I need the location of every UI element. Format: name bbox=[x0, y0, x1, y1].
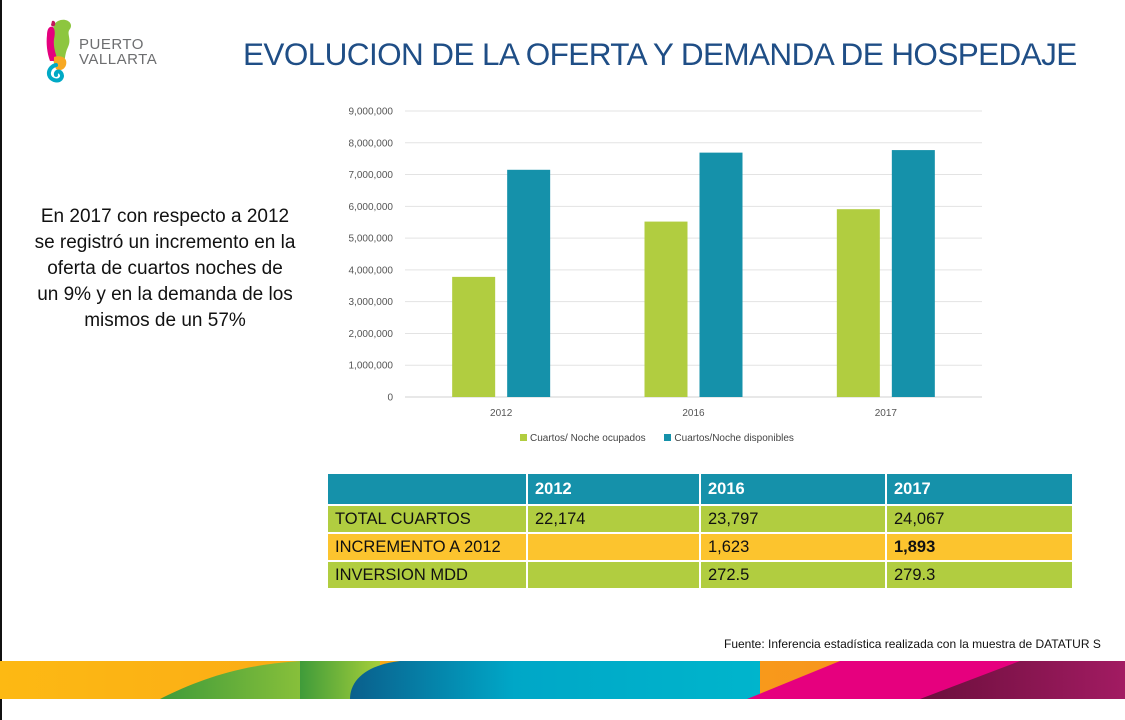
table-row: INCREMENTO A 2012 1,623 1,893 bbox=[326, 532, 1074, 562]
bar-disponibles-2017 bbox=[891, 150, 935, 397]
decorative-color-banner bbox=[0, 661, 1125, 699]
y-tick-label: 5,000,000 bbox=[349, 234, 394, 245]
y-axis-ticks: 0 1,000,000 2,000,000 3,000,000 4,000,000 5,0… bbox=[349, 107, 394, 404]
legend-label-ocupados: Cuartos/ Noche ocupados bbox=[530, 433, 646, 444]
y-tick-label: 6,000,000 bbox=[349, 202, 394, 213]
legend-item-disponibles: Cuartos/Noche disponibles bbox=[664, 433, 794, 444]
gridlines bbox=[405, 110, 982, 398]
page-title: EVOLUCION DE LA OFERTA Y DEMANDA DE HOSP… bbox=[243, 36, 1077, 72]
y-tick-label: 8,000,000 bbox=[349, 138, 394, 149]
x-tick-label: 2016 bbox=[682, 408, 705, 419]
x-tick-label: 2017 bbox=[875, 408, 898, 419]
logo-text: PUERTO VALLARTA bbox=[79, 37, 157, 67]
summary-line: un 9% y en la demanda de los bbox=[37, 284, 293, 305]
y-tick-label: 9,000,000 bbox=[349, 107, 394, 118]
bar-ocupados-2017 bbox=[836, 209, 880, 397]
x-tick-label: 2012 bbox=[490, 408, 513, 419]
y-tick-label: 7,000,000 bbox=[349, 170, 394, 181]
page-left-border bbox=[0, 0, 2, 720]
table-cell: 23,797 bbox=[699, 504, 887, 534]
table-cell bbox=[526, 560, 701, 590]
table-cell: 1,893 bbox=[885, 532, 1074, 562]
chart-legend: Cuartos/ Noche ocupados Cuartos/Noche di… bbox=[520, 433, 810, 444]
logo-text-line2: VALLARTA bbox=[79, 51, 158, 68]
summary-table: 2012 2016 2017 TOTAL CUARTOS 22,174 23,7… bbox=[326, 472, 1074, 590]
table-cell: 272.5 bbox=[699, 560, 887, 590]
y-tick-label: 2,000,000 bbox=[349, 329, 394, 340]
y-tick-label: 0 bbox=[387, 393, 393, 404]
bars bbox=[452, 150, 935, 397]
y-tick-label: 4,000,000 bbox=[349, 265, 394, 276]
x-axis-ticks: 2012 2016 2017 bbox=[490, 408, 897, 419]
table-header-cell: 2012 bbox=[526, 472, 701, 506]
table-cell: 1,623 bbox=[699, 532, 887, 562]
table-cell bbox=[526, 532, 701, 562]
logo-text-line1: PUERTO bbox=[79, 36, 144, 53]
y-tick-label: 1,000,000 bbox=[349, 361, 394, 372]
table-header-cell bbox=[326, 472, 528, 506]
table-row: INVERSION MDD 272.5 279.3 bbox=[326, 560, 1074, 590]
bar-disponibles-2016 bbox=[699, 152, 743, 397]
row-label: INCREMENTO A 2012 bbox=[326, 532, 528, 562]
legend-label-disponibles: Cuartos/Noche disponibles bbox=[674, 433, 794, 444]
legend-swatch-ocupados bbox=[520, 434, 527, 441]
legend-item-ocupados: Cuartos/ Noche ocupados bbox=[520, 433, 646, 444]
table-row: TOTAL CUARTOS 22,174 23,797 24,067 bbox=[326, 504, 1074, 534]
summary-line: mismos de un 57% bbox=[84, 310, 246, 331]
row-label: INVERSION MDD bbox=[326, 560, 528, 590]
table-header-cell: 2017 bbox=[885, 472, 1074, 506]
table-cell: 22,174 bbox=[526, 504, 701, 534]
summary-text: En 2017 con respecto a 2012 se registró … bbox=[10, 204, 320, 334]
row-label: TOTAL CUARTOS bbox=[326, 504, 528, 534]
bar-ocupados-2016 bbox=[644, 221, 688, 397]
table-header-cell: 2016 bbox=[699, 472, 887, 506]
table-header-row: 2012 2016 2017 bbox=[326, 472, 1074, 506]
table-cell: 24,067 bbox=[885, 504, 1074, 534]
bar-ocupados-2012 bbox=[452, 276, 496, 397]
puerto-vallarta-logo: PUERTO VALLARTA bbox=[44, 17, 174, 83]
bar-disponibles-2012 bbox=[507, 169, 551, 397]
legend-swatch-disponibles bbox=[664, 434, 672, 441]
table-cell: 279.3 bbox=[885, 560, 1074, 590]
bar-chart: 0 1,000,000 2,000,000 3,000,000 4,000,000 5,0… bbox=[349, 107, 982, 419]
summary-line: En 2017 con respecto a 2012 bbox=[40, 206, 290, 227]
summary-line: se registró un incremento en la bbox=[34, 232, 296, 253]
y-tick-label: 3,000,000 bbox=[349, 297, 394, 308]
source-note: Fuente: Inferencia estadística realizada… bbox=[724, 637, 1101, 651]
seahorse-logo-icon bbox=[46, 19, 72, 83]
summary-line: oferta de cuartos noches de bbox=[47, 258, 283, 279]
